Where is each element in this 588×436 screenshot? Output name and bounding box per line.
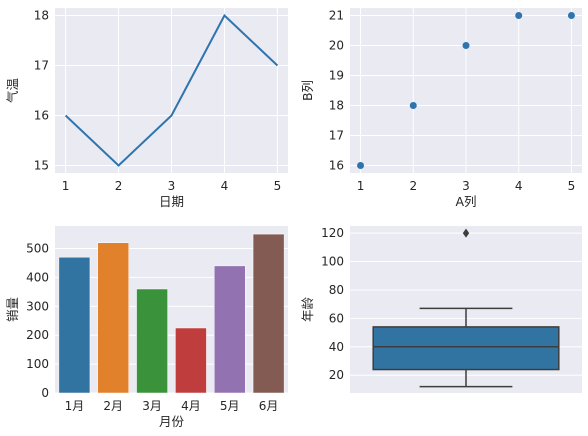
y-tick-label: 300 <box>26 299 49 313</box>
y-tick-label: 17 <box>34 59 49 73</box>
bar <box>213 265 246 394</box>
box-iqr <box>372 326 560 371</box>
x-tick-label: 5 <box>274 179 282 193</box>
y-tick-label: 19 <box>329 69 344 83</box>
y-tick-label: 100 <box>26 357 49 371</box>
y-tick-label: 21 <box>329 9 344 23</box>
y-tick-label: 16 <box>34 109 49 123</box>
x-tick-label: 6月 <box>259 399 279 413</box>
x-axis-label: 日期 <box>159 194 184 209</box>
x-axis-label: 月份 <box>159 414 185 429</box>
x-tick-label: 3月 <box>142 399 162 413</box>
scatter-point <box>409 102 417 109</box>
x-tick-label: 5 <box>568 179 576 193</box>
scatter-point <box>462 42 470 49</box>
x-tick-label: 2 <box>115 179 123 193</box>
y-tick-label: 16 <box>329 159 344 173</box>
y-tick-label: 100 <box>321 255 344 269</box>
x-tick-label: 1 <box>62 179 70 193</box>
bar <box>252 233 285 394</box>
x-tick-label: 2月 <box>103 399 123 413</box>
y-tick-label: 17 <box>329 129 344 143</box>
bar <box>136 288 168 394</box>
bar <box>58 256 91 394</box>
subplot-2: 1 2 3 4 5 16 17 18 19 20 21 B列 A列 <box>300 8 582 209</box>
x-tick-label: 4月 <box>181 399 201 413</box>
y-tick-label: 15 <box>34 159 49 173</box>
x-tick-label: 4 <box>515 179 523 193</box>
y-tick-label: 0 <box>41 386 49 400</box>
y-axis-label: 年龄 <box>300 297 315 323</box>
y-tick-label: 18 <box>34 9 49 23</box>
y-tick-label: 200 <box>26 328 49 342</box>
y-tick-label: 20 <box>329 368 344 382</box>
y-axis-label: 销量 <box>5 297 20 322</box>
bar <box>97 242 130 394</box>
y-axis-label: 气温 <box>5 78 20 104</box>
y-tick-label: 500 <box>26 242 49 256</box>
x-tick-label: 3 <box>168 179 176 193</box>
y-tick-label: 20 <box>329 39 344 53</box>
y-tick-label: 18 <box>329 99 344 113</box>
x-tick-label: 4 <box>221 179 229 193</box>
y-tick-label: 60 <box>329 311 344 325</box>
y-axis-label: B列 <box>300 80 315 101</box>
y-tick-label: 80 <box>329 283 344 297</box>
series-line <box>64 13 279 167</box>
plot-background <box>55 226 288 393</box>
y-tick-label: 120 <box>321 226 344 240</box>
y-tick-label: 400 <box>26 270 49 284</box>
x-tick-label: 2 <box>409 179 417 193</box>
outlier-marker <box>462 228 470 238</box>
x-tick-label: 1月 <box>65 399 85 413</box>
subplot-4: 20 40 60 80 100 120 年龄 <box>300 226 582 393</box>
bar <box>175 327 207 394</box>
y-tick-label: 40 <box>329 340 344 354</box>
x-tick-label: 1 <box>357 179 365 193</box>
scatter-point <box>515 12 523 19</box>
x-tick-label: 3 <box>462 179 470 193</box>
x-axis-label: A列 <box>455 194 476 209</box>
x-tick-label: 5月 <box>220 399 240 413</box>
scatter-point <box>567 12 575 19</box>
scatter-point <box>357 162 365 169</box>
